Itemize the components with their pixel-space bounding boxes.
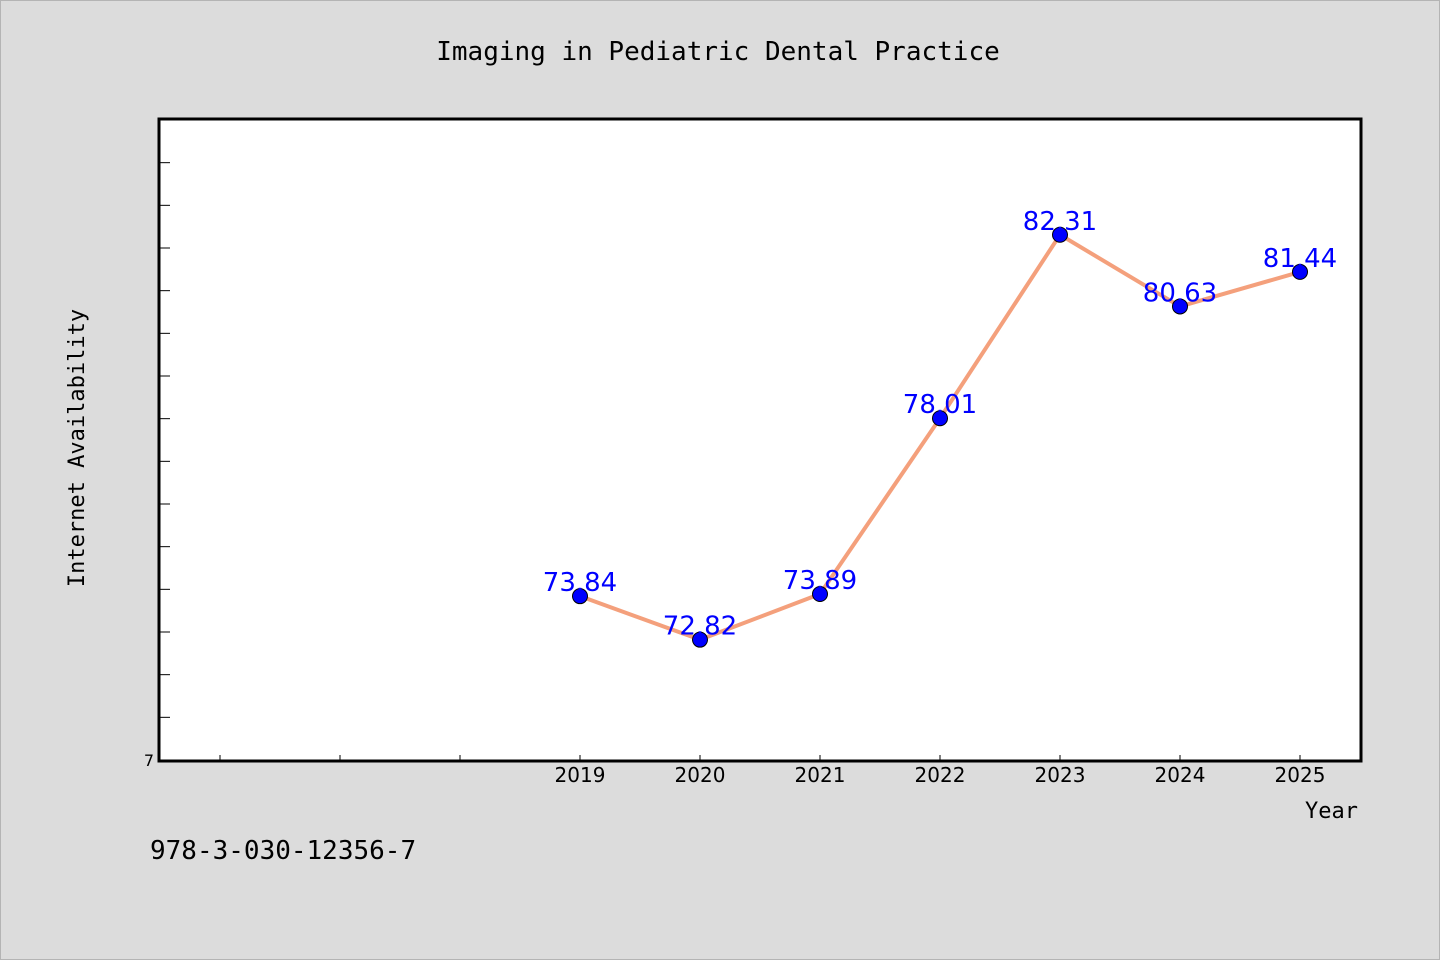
data-label: 72.82	[663, 612, 737, 642]
series-layer: 73.84 72.82 73.89 78.01 82.31 80.63 81.44	[543, 207, 1337, 648]
data-label: 78.01	[903, 390, 977, 420]
data-point	[572, 588, 588, 605]
data-point	[812, 586, 828, 603]
x-axis-ticks: 2019 2020 2021 2022 2023 2024 2025	[219, 755, 1326, 787]
y-axis-label: Internet Availability	[65, 309, 90, 587]
x-tick-label: 2022	[915, 763, 966, 787]
y-tick-label: 7	[144, 751, 154, 770]
x-tick-label: 2019	[555, 763, 606, 787]
data-label: 73.89	[783, 566, 857, 596]
data-point	[692, 631, 708, 648]
chart-title: Imaging in Pediatric Dental Practice	[436, 37, 1000, 67]
plot-area	[157, 117, 1363, 763]
x-tick-label: 2021	[795, 763, 846, 787]
x-axis-label: Year	[1305, 799, 1358, 824]
x-tick-label: 2025	[1275, 763, 1326, 787]
x-tick-label: 2023	[1035, 763, 1086, 787]
y-axis-ticks: 7	[144, 162, 170, 770]
data-label: 82.31	[1023, 207, 1097, 237]
data-point	[932, 410, 948, 427]
data-point	[1052, 226, 1068, 243]
data-label: 73.84	[543, 568, 617, 598]
x-tick-label: 2020	[675, 763, 726, 787]
x-tick-label: 2024	[1155, 763, 1206, 787]
data-point	[1292, 263, 1308, 280]
data-label: 81.44	[1263, 244, 1337, 274]
data-point	[1172, 298, 1188, 315]
isbn-label: 978-3-030-12356-7	[150, 836, 417, 866]
data-label: 80.63	[1143, 278, 1217, 308]
